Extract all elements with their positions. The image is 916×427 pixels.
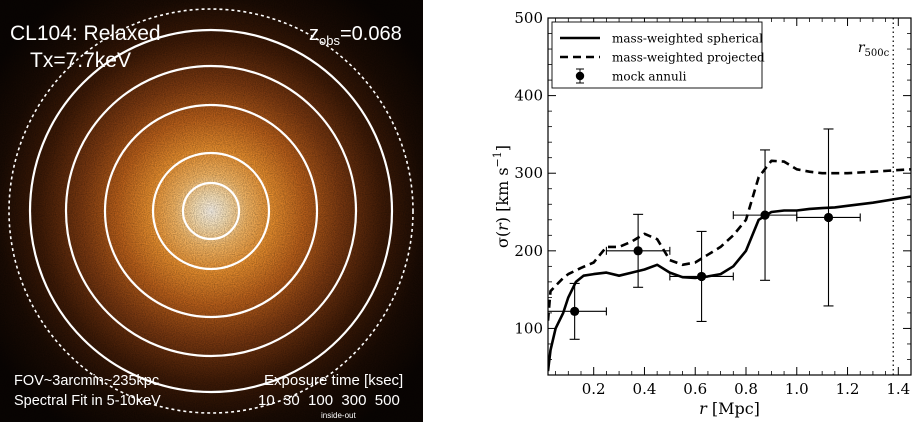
y-axis-label: σ(r) [km s−1] <box>491 145 512 248</box>
mock-annulus-point <box>732 149 798 281</box>
data-point <box>823 212 834 223</box>
photon-noise <box>0 0 423 422</box>
annulus-ring <box>151 151 271 271</box>
dispersion-chart: 100 200 300 400 500 0.2 0.4 0.6 0.8 1.0 1.2 1.4 r [M… <box>491 9 912 418</box>
axes: 100 200 300 400 500 0.2 0.4 0.6 0.8 1.0 1.2 1.4 r [M… <box>491 9 912 418</box>
annulus-ring <box>64 64 358 358</box>
legend-box <box>551 21 763 89</box>
x-axis-label: r [Mpc] <box>699 399 760 418</box>
series-line-projected <box>548 159 911 321</box>
dispersion-chart-panel: 100 200 300 400 500 0.2 0.4 0.6 0.8 1.0 1.2 1.4 r [M… <box>470 0 916 422</box>
annuli-rings <box>28 28 394 394</box>
annulus-ring <box>181 181 241 241</box>
data-point <box>696 271 707 282</box>
image-temperature: Tx=7.7keV <box>30 49 131 72</box>
plot-frame <box>547 17 912 376</box>
x-tick-label: 0.6 <box>683 380 707 398</box>
y-tick-label: 400 <box>514 87 543 105</box>
exposure-title: Exposure time [ksec] <box>264 372 403 389</box>
x-tick-label: 0.8 <box>734 380 758 398</box>
x-tick-label: 0.2 <box>582 380 606 398</box>
mock-annulus-point <box>605 213 671 288</box>
legend-label: mass-weighted spherical <box>612 32 763 46</box>
legend: mass-weighted spherical mass-weighted pro… <box>551 21 765 89</box>
exposure-values: 10 30 100 300 500 <box>258 392 400 409</box>
mock-annulus-point <box>548 282 607 340</box>
plot-clip-group <box>548 18 911 375</box>
r500-label: r500c <box>858 40 890 59</box>
mock-annulus-point <box>669 230 734 323</box>
mock-annulus-point <box>796 128 861 307</box>
y-tick-label: 100 <box>514 319 543 337</box>
exposure-note: inside-out <box>321 411 356 420</box>
redshift-label: zobs=0.068 <box>309 23 402 48</box>
data-point <box>760 210 770 220</box>
x-tick-label: 1.2 <box>836 380 860 398</box>
r500-circle <box>8 8 414 414</box>
series-line-spherical <box>548 195 911 372</box>
xray-image: CL104: Relaxed Tx=7.7keV zobs=0.068 FOV~… <box>0 0 423 422</box>
x-tick-label: 1.4 <box>886 380 910 398</box>
annulus-ring <box>28 28 394 394</box>
data-point <box>633 246 643 256</box>
data-point <box>570 306 580 316</box>
spectral-fit-label: Spectral Fit in 5-10keV <box>14 393 161 409</box>
x-tick-label: 0.4 <box>633 380 657 398</box>
image-title: CL104: Relaxed <box>10 22 161 45</box>
y-tick-label: 200 <box>514 242 543 260</box>
legend-label: mock annuli <box>612 70 687 84</box>
xray-image-panel: CL104: Relaxed Tx=7.7keV zobs=0.068 FOV~… <box>0 0 423 422</box>
legend-swatch-point <box>575 71 585 81</box>
y-tick-label: 300 <box>514 164 543 182</box>
legend-label: mass-weighted projected <box>612 51 765 65</box>
fov-label: FOV~3arcmin~235kpc <box>14 373 159 389</box>
plot-area <box>548 18 911 375</box>
x-tick-label: 1.0 <box>785 380 809 398</box>
y-tick-label: 500 <box>514 9 543 27</box>
annulus-ring <box>103 103 319 319</box>
